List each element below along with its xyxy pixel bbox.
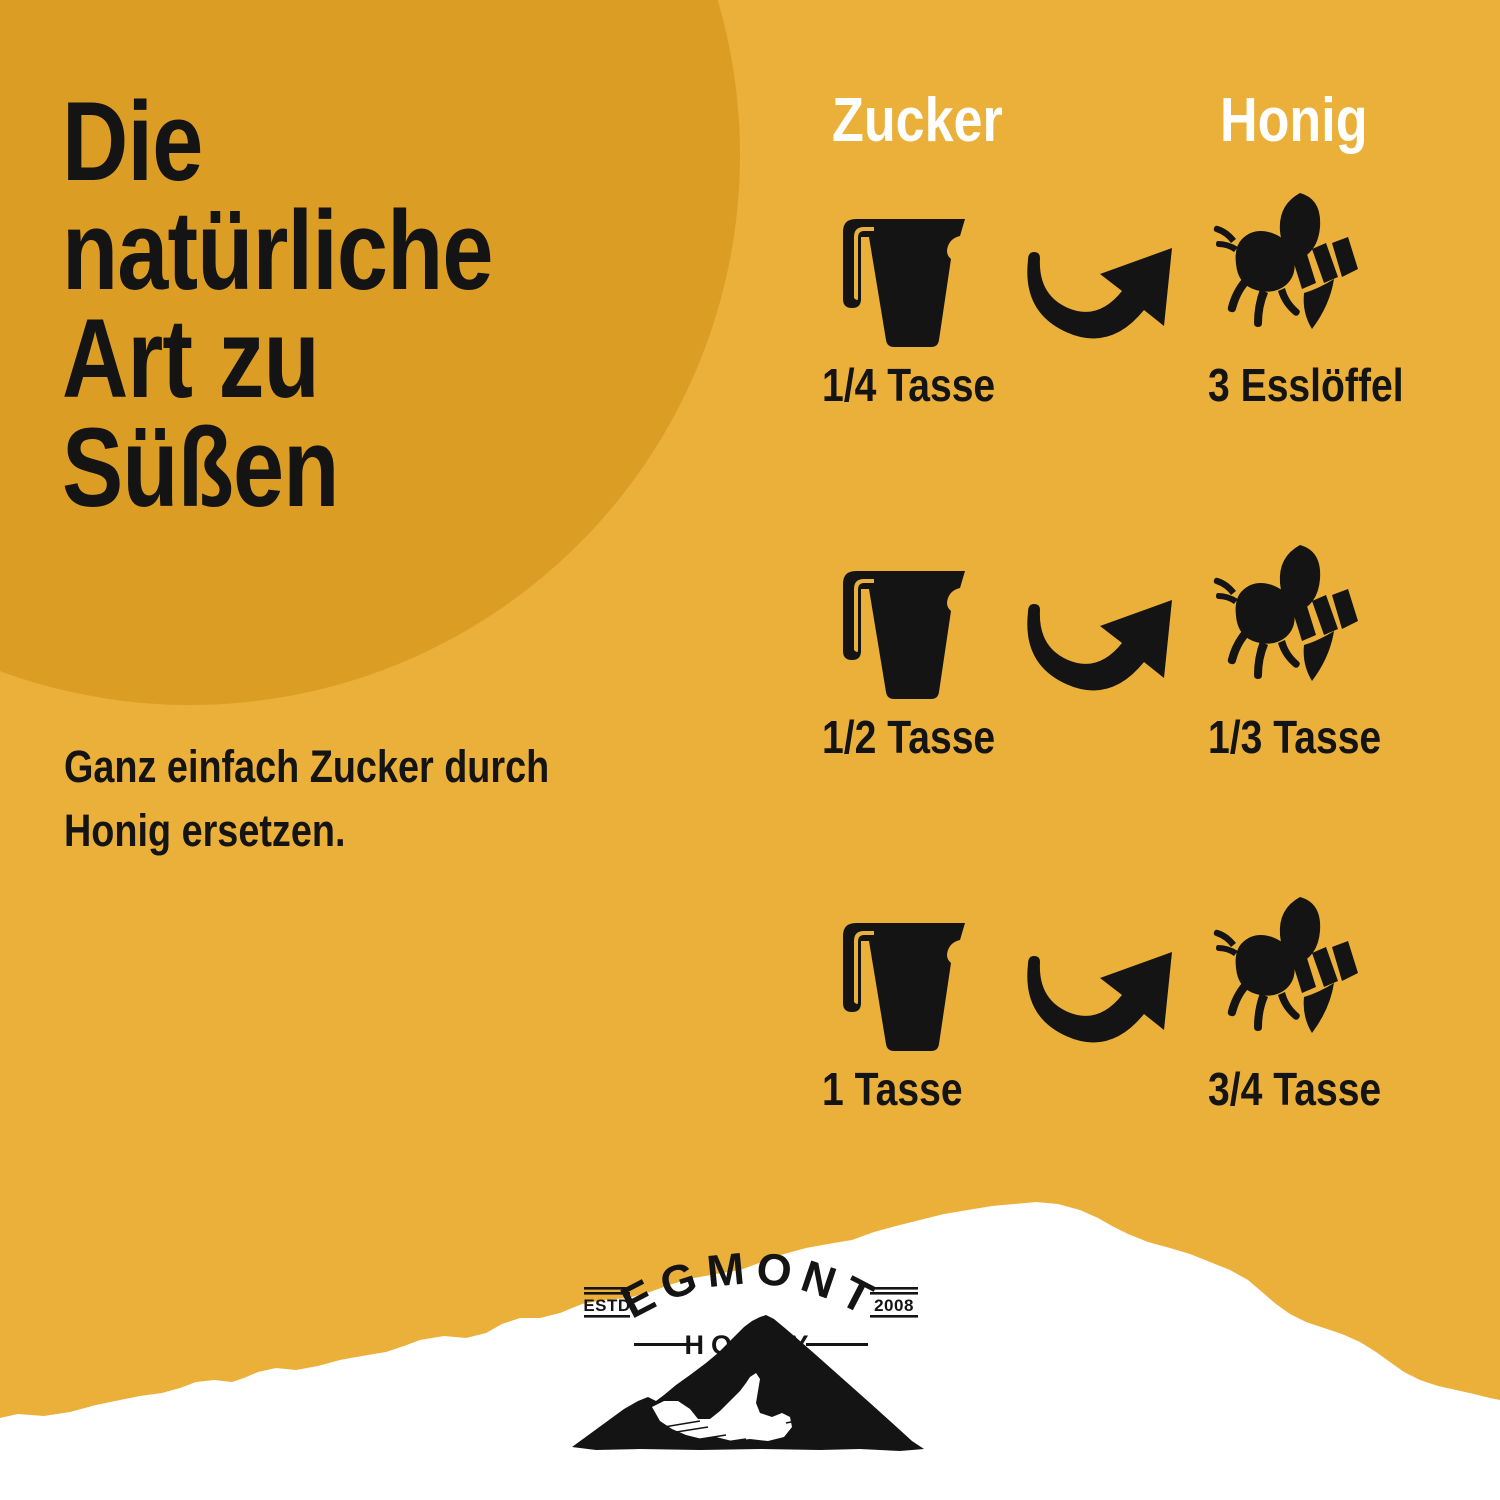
column-headers: Zucker Honig xyxy=(790,90,1470,182)
sugar-amount: 1/2 Tasse xyxy=(822,711,996,763)
curved-arrow-icon xyxy=(1016,234,1196,364)
headline-line-4: Süßen xyxy=(62,404,339,530)
svg-text:2008: 2008 xyxy=(874,1296,914,1315)
brand-wordmark: EGMONT xyxy=(613,1251,889,1328)
column-header-honey: Honig xyxy=(1220,86,1368,155)
logo-lockup: ESTD 2008 EGMONT HONEY xyxy=(572,1251,924,1451)
estd-badge: ESTD xyxy=(583,1287,630,1318)
sugar-amount: 1 Tasse xyxy=(822,1063,963,1115)
honey-cell: 3 Esslöffel xyxy=(1208,182,1438,408)
year-badge: 2008 xyxy=(870,1287,918,1318)
headline-block: Die natürliche Art zu Süßen xyxy=(62,79,702,530)
sugar-amount: 1/4 Tasse xyxy=(822,359,996,411)
conversion-row: 1 Tasse xyxy=(790,886,1470,1238)
honey-amount: 1/3 Tasse xyxy=(1208,711,1382,763)
honey-amount: 3/4 Tasse xyxy=(1208,1063,1382,1115)
bee-icon xyxy=(1208,534,1438,704)
sugar-cell: 1 Tasse xyxy=(822,886,1052,1112)
headline-line-1: Die xyxy=(62,79,203,204)
sugar-cell: 1/2 Tasse xyxy=(822,534,1052,760)
bee-icon xyxy=(1208,182,1438,352)
svg-text:EGMONT: EGMONT xyxy=(613,1251,889,1328)
honey-amount: 3 Esslöffel xyxy=(1208,359,1404,411)
brand-logo: ESTD 2008 EGMONT HONEY xyxy=(0,1236,1500,1466)
honey-cell: 1/3 Tasse xyxy=(1208,534,1438,760)
headline-line-3: Art zu xyxy=(62,296,320,422)
subtitle-text: Ganz einfach Zucker durch Honig ersetzen… xyxy=(64,741,550,856)
curved-arrow-icon xyxy=(1016,586,1196,716)
headline-line-2: natürliche xyxy=(62,187,494,313)
measuring-cup-icon xyxy=(822,886,1052,1056)
conversion-row: 1/2 Tasse xyxy=(790,534,1470,886)
sugar-cell: 1/4 Tasse xyxy=(822,182,1052,408)
column-header-sugar: Zucker xyxy=(832,86,1003,155)
mountain-illustration xyxy=(572,1315,924,1451)
curved-arrow-icon xyxy=(1016,938,1196,1068)
conversion-table: Zucker Honig 1/4 Tasse xyxy=(790,90,1470,1238)
bee-icon xyxy=(1208,886,1438,1056)
honey-cell: 3/4 Tasse xyxy=(1208,886,1438,1112)
svg-text:ESTD: ESTD xyxy=(583,1296,630,1315)
conversion-row: 1/4 Tasse xyxy=(790,182,1470,534)
measuring-cup-icon xyxy=(822,534,1052,704)
measuring-cup-icon xyxy=(822,182,1052,352)
